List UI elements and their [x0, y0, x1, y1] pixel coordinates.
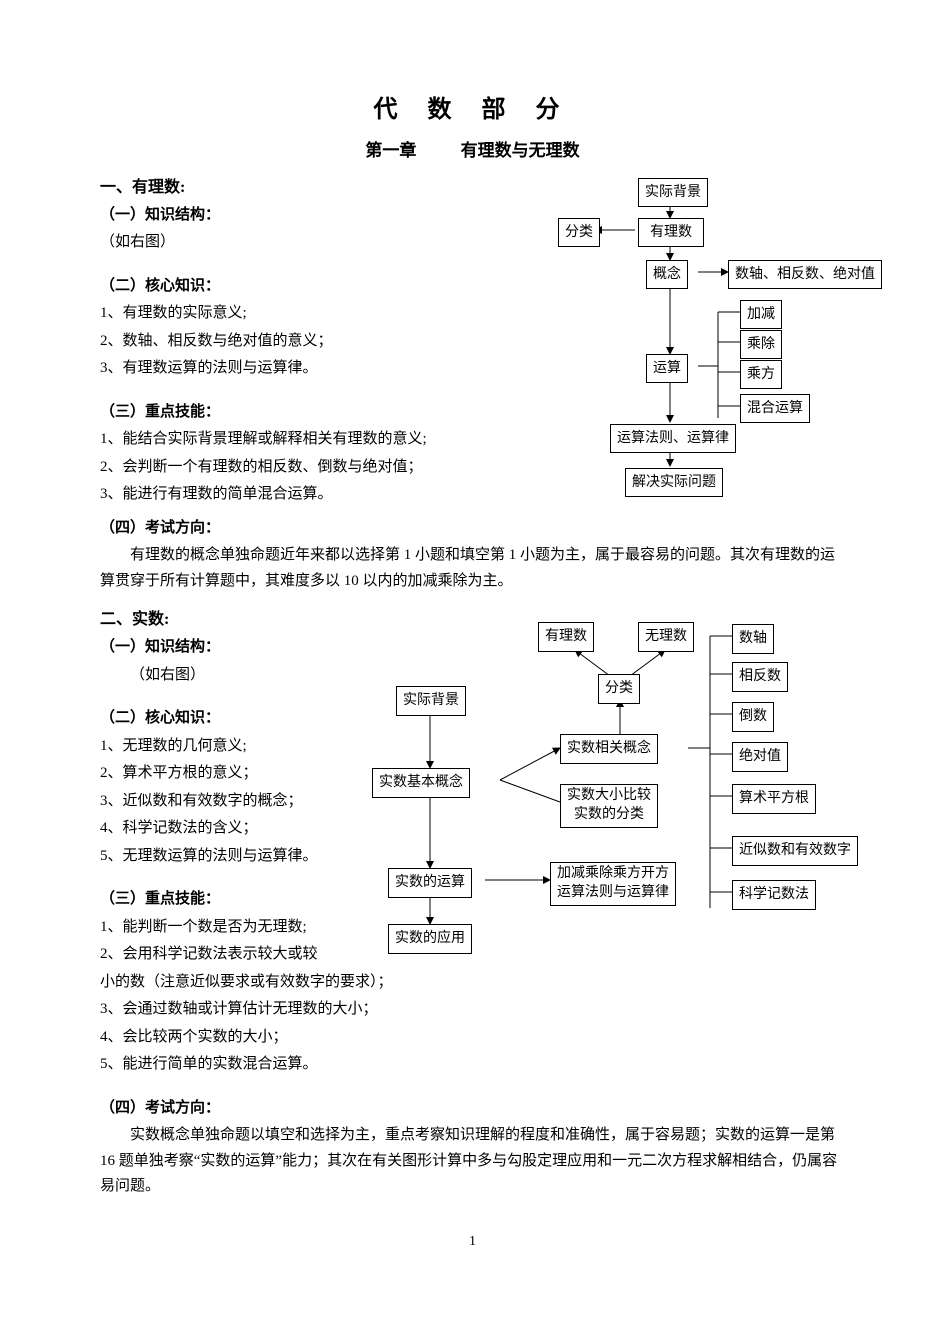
- diagram-real: 有理数 无理数 实际背景 分类 实数相关概念 实数基本概念 实数大小比较实数的分…: [360, 616, 860, 956]
- node-compare: 实数大小比较实数的分类: [560, 784, 658, 828]
- node-pow: 乘方: [740, 360, 782, 390]
- s1-h1-note: （如右图）: [100, 230, 450, 256]
- page-number: 1: [100, 1230, 845, 1254]
- node-mix: 混合运算: [740, 394, 810, 424]
- node-approx: 近似数和有效数字: [732, 836, 858, 866]
- list-item: 1、有理数的实际意义;: [100, 301, 450, 327]
- node-bg: 实际背景: [396, 686, 466, 716]
- list-item: 3、近似数和有效数字的概念；: [100, 789, 370, 815]
- list-item: 小的数（注意近似要求或有效数字的要求）；: [100, 970, 845, 996]
- node-concept: 概念: [646, 260, 688, 290]
- node-recip: 倒数: [732, 702, 774, 732]
- list-item: 2、数轴、相反数与绝对值的意义；: [100, 329, 450, 355]
- node-axis: 数轴: [732, 624, 774, 654]
- diagram-rational: 实际背景 分类 有理数 概念 数轴、相反数、绝对值 运算 加减 乘除 乘方 混合…: [440, 174, 860, 504]
- list-item: 2、会判断一个有理数的相反数、倒数与绝对值；: [100, 455, 450, 481]
- node-axis: 数轴、相反数、绝对值: [728, 260, 882, 290]
- s2-h3: （三）重点技能：: [100, 887, 370, 913]
- s2-h4: （四）考试方向：: [100, 1096, 845, 1122]
- node-classify: 分类: [598, 674, 640, 704]
- s1-h4-text: 有理数的概念单独命题近年来都以选择第 1 小题和填空第 1 小题为主，属于最容易…: [100, 543, 845, 594]
- s1-h3: （三）重点技能：: [100, 400, 450, 426]
- s2-h4-text: 实数概念单独命题以填空和选择为主，重点考察知识理解的程度和准确性，属于容易题；实…: [100, 1123, 845, 1200]
- chapter-name: 有理数与无理数: [461, 141, 580, 160]
- node-mul: 乘除: [740, 330, 782, 360]
- s1-h2: （二）核心知识：: [100, 274, 450, 300]
- node-irrational: 无理数: [638, 622, 694, 652]
- list-item: 4、科学记数法的含义；: [100, 816, 370, 842]
- node-apply: 解决实际问题: [625, 468, 723, 498]
- list-item: 2、算术平方根的意义；: [100, 761, 370, 787]
- node-calc: 运算: [646, 354, 688, 384]
- s2-h2: （二）核心知识：: [100, 706, 370, 732]
- list-item: 1、能结合实际背景理解或解释相关有理数的意义;: [100, 427, 450, 453]
- node-rational: 有理数: [638, 218, 704, 248]
- chapter-heading: 第一章 有理数与无理数: [100, 137, 845, 166]
- list-item: 3、会通过数轴或计算估计无理数的大小；: [100, 997, 845, 1023]
- node-bg: 实际背景: [638, 178, 708, 208]
- s1-h1: （一）知识结构：: [100, 203, 450, 229]
- s2-h1-note: （如右图）: [100, 663, 370, 689]
- node-sqrt: 算术平方根: [732, 784, 816, 814]
- node-apply: 实数的应用: [388, 924, 472, 954]
- list-item: 5、无理数运算的法则与运算律。: [100, 844, 370, 870]
- node-abs: 绝对值: [732, 742, 788, 772]
- s1-h4: （四）考试方向：: [100, 516, 845, 542]
- list-item: 3、有理数运算的法则与运算律。: [100, 356, 450, 382]
- node-sci: 科学记数法: [732, 880, 816, 910]
- list-item: 5、能进行简单的实数混合运算。: [100, 1052, 845, 1078]
- node-add: 加减: [740, 300, 782, 330]
- list-item: 4、会比较两个实数的大小；: [100, 1025, 845, 1051]
- node-ops: 加减乘除乘方开方运算法则与运算律: [550, 862, 676, 906]
- list-item: 1、无理数的几何意义;: [100, 734, 370, 760]
- list-item: 3、能进行有理数的简单混合运算。: [100, 482, 450, 508]
- list-item: 1、能判断一个数是否为无理数;: [100, 915, 370, 941]
- s2-h1: （一）知识结构：: [100, 635, 370, 661]
- section-2: 二、实数: （一）知识结构： （如右图） （二）核心知识： 1、无理数的几何意义…: [100, 606, 845, 968]
- chapter-number: 第一章: [365, 141, 416, 160]
- node-rule: 运算法则、运算律: [610, 424, 736, 454]
- page-title: 代 数 部 分: [100, 90, 845, 131]
- list-item: 2、会用科学记数法表示较大或较: [100, 942, 370, 968]
- s2-heading: 二、实数:: [100, 606, 370, 633]
- node-opposite: 相反数: [732, 662, 788, 692]
- s1-heading: 一、有理数:: [100, 174, 450, 201]
- section-1: 一、有理数: （一）知识结构： （如右图） （二）核心知识： 1、有理数的实际意…: [100, 174, 845, 514]
- node-classify: 分类: [558, 218, 600, 248]
- node-rational: 有理数: [538, 622, 594, 652]
- node-basic: 实数基本概念: [372, 768, 470, 798]
- node-related: 实数相关概念: [560, 734, 658, 764]
- node-calc: 实数的运算: [388, 868, 472, 898]
